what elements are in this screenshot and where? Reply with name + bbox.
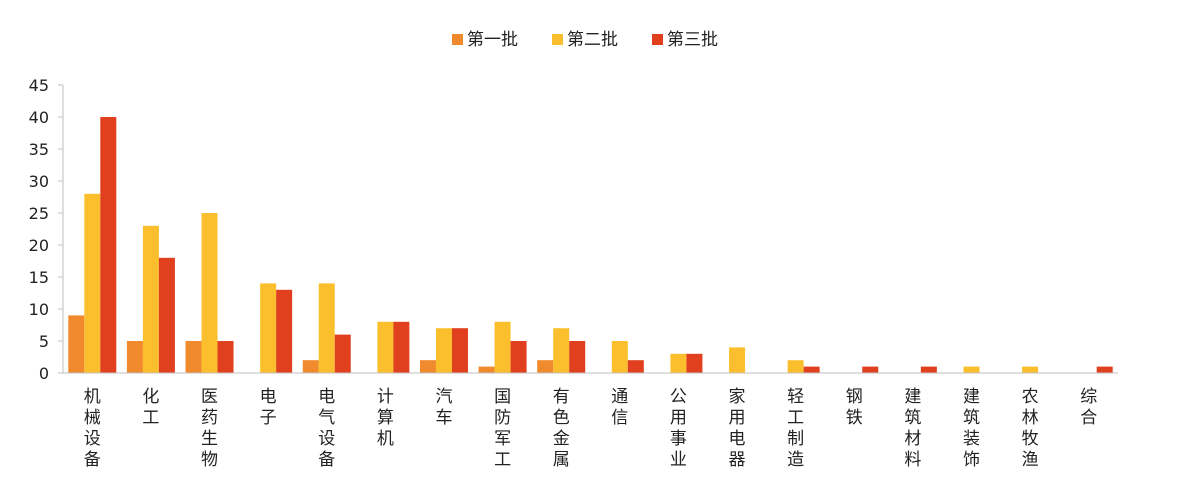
x-category-label: 钢铁 (846, 387, 863, 428)
bar-1 (126, 341, 143, 373)
bar-3 (569, 341, 586, 373)
x-category-label: 建筑材料 (904, 387, 921, 470)
y-tick-label: 40 (29, 108, 49, 127)
bar-2 (787, 360, 804, 373)
y-tick-label: 5 (39, 332, 49, 351)
y-tick-label: 10 (29, 300, 49, 319)
x-category-label: 轻工制造 (787, 387, 804, 470)
legend: 第一批 第二批 第三批 (452, 30, 718, 50)
bar-3 (158, 257, 175, 373)
legend-label: 第三批 (667, 30, 718, 50)
bar-3 (920, 366, 937, 373)
y-axis: 0 5 10 15 20 25 30 35 40 45 (29, 76, 64, 383)
bar-2 (84, 193, 101, 373)
y-tick-label: 20 (29, 236, 49, 255)
x-category-label: 机械设备 (84, 387, 101, 470)
x-category-label: 电子 (260, 387, 277, 428)
bar-2 (963, 366, 980, 373)
x-category-label: 家用电器 (729, 387, 746, 470)
bar-2 (729, 347, 746, 373)
x-category-label: 公用事业 (670, 387, 687, 470)
bar-3 (100, 117, 117, 373)
bar-3 (627, 360, 644, 373)
y-tick-label: 15 (29, 268, 49, 287)
bar-3 (686, 353, 703, 373)
bar-3 (217, 341, 234, 373)
bar-1 (302, 360, 319, 373)
bar-2 (611, 341, 628, 373)
x-category-label: 汽车 (435, 387, 452, 428)
bar-2 (260, 283, 277, 373)
y-tick-label: 25 (29, 204, 49, 223)
bar-3 (276, 289, 293, 373)
bar-3 (334, 334, 351, 373)
legend-label: 第二批 (567, 30, 618, 50)
bar-1 (478, 366, 495, 373)
y-tick-label: 35 (29, 140, 49, 159)
legend-label: 第一批 (467, 30, 518, 50)
x-category-label: 农林牧渔 (1022, 387, 1039, 470)
bar-3 (393, 321, 410, 373)
x-category-label: 医药生物 (201, 387, 218, 470)
x-category-label: 综合 (1080, 387, 1097, 428)
x-category-label: 通信 (611, 387, 628, 428)
bar-3 (862, 366, 879, 373)
bar-2 (435, 328, 452, 373)
bar-2 (494, 321, 511, 373)
bar-1 (537, 360, 554, 373)
legend-swatch (552, 34, 563, 45)
bar-1 (185, 341, 202, 373)
y-tick-label: 45 (29, 76, 49, 95)
bar-2 (670, 353, 687, 373)
x-axis: 机械设备 化工 医药生物 电子 电气设备 计算机 汽车 国防军工 有色金属 通信 公用事业 家用电器 轻… (63, 372, 1118, 470)
bar-1 (419, 360, 436, 373)
x-category-label: 有色金属 (553, 387, 570, 470)
x-category-label: 化工 (142, 387, 159, 428)
x-category-label: 国防军工 (494, 387, 511, 470)
bar-2 (377, 321, 394, 373)
bar-3 (1096, 366, 1113, 373)
x-category-label: 计算机 (377, 387, 394, 449)
bar-3 (803, 366, 820, 373)
x-category-label: 电气设备 (318, 387, 335, 470)
bars (68, 117, 1113, 373)
bar-2 (553, 328, 570, 373)
legend-swatch (452, 34, 463, 45)
legend-swatch (652, 34, 663, 45)
bar-2 (1022, 366, 1039, 373)
y-tick-label: 0 (39, 364, 49, 383)
x-category-label: 建筑装饰 (963, 387, 980, 470)
bar-2 (318, 283, 335, 373)
bar-1 (68, 315, 85, 373)
bar-2 (142, 225, 159, 373)
bar-3 (451, 328, 468, 373)
bar-2 (201, 213, 218, 373)
y-tick-label: 30 (29, 172, 49, 191)
bar-3 (510, 341, 527, 373)
